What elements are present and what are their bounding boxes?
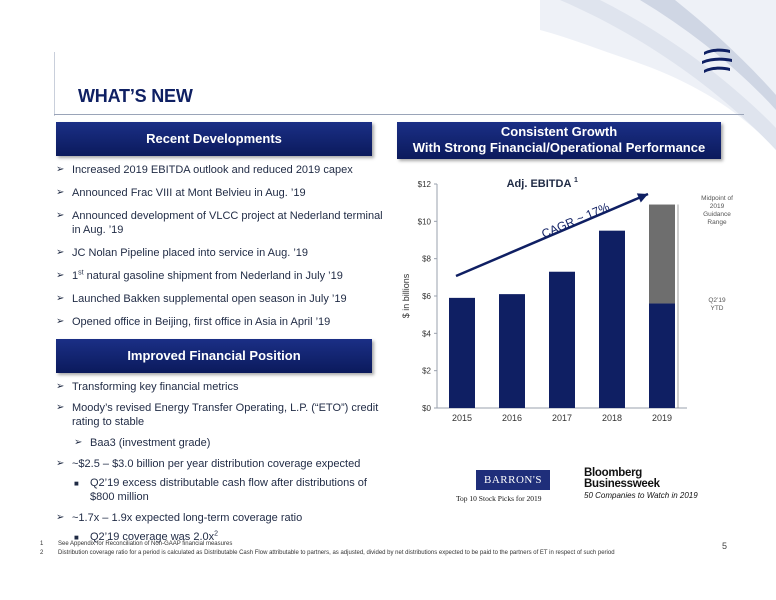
arrow-bullet-icon: ➢ [74,437,83,448]
list-item: ■ Q2’19 coverage was 2.0x2 [74,530,219,543]
y-tick-label: $6 [422,292,431,301]
x-tick-label: 2017 [552,413,572,423]
financial-position-list: ➢ Transforming key financial metrics ➢ Moo… [54,380,389,544]
arrow-bullet-icon: ➢ [56,270,65,281]
consistent-growth-banner: Consistent Growth With Strong Financial/… [397,122,721,159]
arrow-bullet-icon: ➢ [56,293,65,304]
bloomberg-logo-line-2: Businessweek [584,478,660,490]
list-item: ➢ Launched Bakken supplemental open seaso… [56,293,347,305]
bar [499,294,525,408]
page-title: WHAT’S NEW [78,86,193,106]
chart-title: Adj. EBITDA [507,178,572,190]
footnote: 2 Distribution coverage ratio for a perio… [40,550,615,556]
cagr-arrow-head-icon [636,193,648,203]
recent-developments-list: ➢ Increased 2019 EBITDA outlook and reduc… [54,163,389,329]
financial-position-banner: Improved Financial Position [56,339,372,373]
list-item: ➢ Increased 2019 EBITDA outlook and reduc… [56,164,353,176]
list-item: ➢ 1st natural gasoline shipment from Nede… [56,269,343,282]
banner-line-1: Consistent Growth [500,124,618,139]
bloomberg-caption: 50 Companies to Watch in 2019 [584,491,698,500]
list-item: ➢ ~$2.5 – $3.0 billion per year distribut… [56,458,361,470]
ytd-label: Q2’19 [708,297,726,304]
square-bullet-icon: ■ [74,533,79,542]
bloomberg-logo: Bloomberg Businessweek [584,467,660,490]
y-tick-label: $2 [422,367,431,376]
x-tick-label: 2019 [652,413,672,423]
y-tick-label: $10 [418,217,432,226]
ytd-label: YTD [711,305,724,312]
arrow-bullet-icon: ➢ [56,381,65,392]
midpoint-guidance-label: Midpoint of [701,195,733,202]
page-number: 5 [722,541,728,551]
barrons-caption: Top 10 Stock Picks for 2019 [456,494,542,503]
bloomberg-logo-line-1: Bloomberg [584,467,642,479]
arrow-bullet-icon: ➢ [56,402,65,413]
bar [449,297,475,408]
midpoint-guidance-label: Guidance [703,211,731,218]
list-item: ➢ Transforming key financial metrics [56,381,239,393]
arrow-bullet-icon: ➢ [56,247,65,258]
list-item: ➢ Moody’s revised Energy Transfer Operati… [56,402,379,428]
arrow-bullet-icon: ➢ [56,458,65,469]
list-item: ■ Q2’19 excess distributable cash flow af… [74,477,367,503]
header-divider-vertical [54,52,55,116]
arrow-bullet-icon: ➢ [56,316,65,327]
x-tick-label: 2015 [452,413,472,423]
arrow-bullet-icon: ➢ [56,512,65,523]
midpoint-guidance-label: 2019 [710,203,725,210]
footnote: 1 See Appendix for Reconciliation of Non-… [40,541,233,547]
list-item: ➢ Announced Frac VIII at Mont Belvieu in … [56,187,306,199]
cagr-arrow-line [455,192,649,278]
arrow-bullet-icon: ➢ [56,164,65,175]
y-tick-label: $0 [422,404,431,413]
list-item: ➢ Opened office in Beijing, first office … [56,316,331,328]
x-tick-label: 2016 [502,413,522,423]
barrons-logo: BARRON'S [476,470,550,490]
x-tick-label: 2018 [602,413,622,423]
list-item: ➢ Baa3 (investment grade) [74,437,211,449]
banner-line-2: With Strong Financial/Operational Perfor… [412,140,706,155]
arrow-bullet-icon: ➢ [56,187,65,198]
bar [549,271,575,408]
bar [649,303,675,408]
y-tick-label: $4 [422,329,431,338]
list-item: ➢ JC Nolan Pipeline placed into service i… [56,247,309,259]
header-swoosh [540,0,776,150]
title-rule [54,114,744,115]
arrow-bullet-icon: ➢ [56,210,65,221]
y-axis-label: $ in billions [401,273,411,318]
bar [599,230,625,408]
list-item: ➢ Announced development of VLCC project a… [56,210,383,236]
square-bullet-icon: ■ [74,479,79,488]
y-tick-label: $12 [418,180,432,189]
ebitda-bar-chart: $0 $2 $4 $6 $8 $10 $12 $ in billions Adj. EBITDA… [401,177,733,423]
chart-title-superscript: 1 [574,177,578,184]
y-tick-label: $8 [422,255,431,264]
bar-segment [649,204,675,304]
midpoint-guidance-label: Range [707,219,727,226]
company-logo-icon [702,48,732,73]
list-item: ➢ ~1.7x – 1.9x expected long-term coverag… [56,512,303,524]
recent-developments-banner: Recent Developments [56,122,372,156]
